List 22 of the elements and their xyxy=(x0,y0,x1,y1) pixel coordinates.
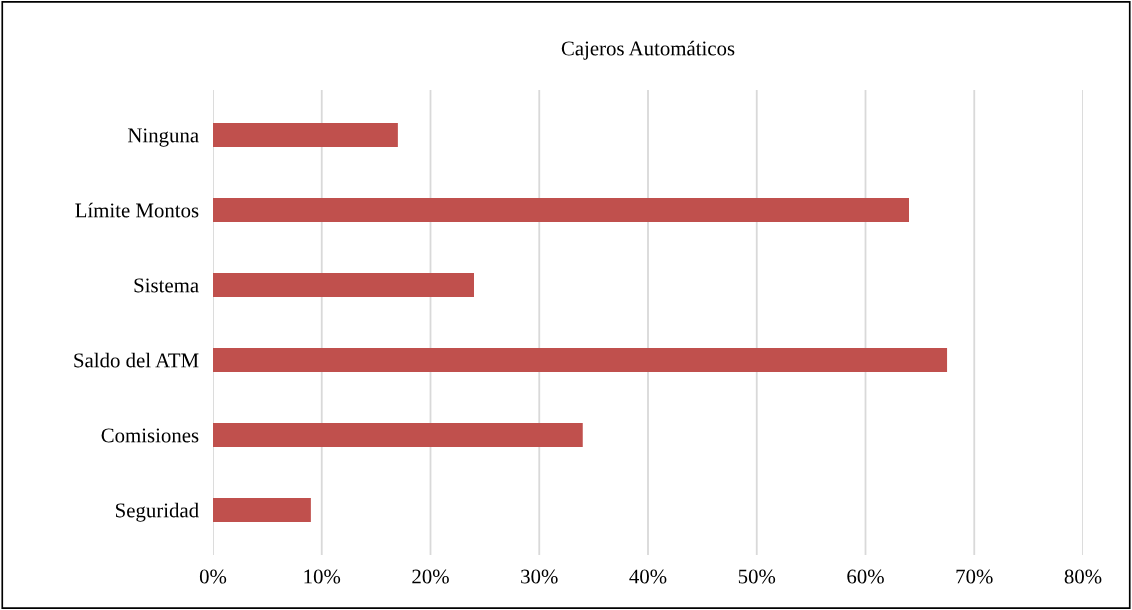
bar xyxy=(213,423,583,447)
x-tick-label: 70% xyxy=(956,569,993,584)
y-tick-label: Sistema xyxy=(134,278,199,293)
y-tick-label: Ninguna xyxy=(127,128,199,147)
y-tick-label: Seguridad xyxy=(116,502,199,522)
x-tick-label: 60% xyxy=(847,569,884,584)
x-tick-label: 50% xyxy=(738,569,776,584)
x-tick-label: 0% xyxy=(199,569,227,584)
y-tick-label: Saldo del ATM xyxy=(74,352,199,368)
y-tick-label: Límite Montos xyxy=(75,202,199,218)
x-tick-label: 20% xyxy=(412,569,449,584)
x-tick-label: 10% xyxy=(304,569,341,584)
x-tick-label: 80% xyxy=(1064,569,1102,584)
x-tick-label: 30% xyxy=(521,569,558,584)
chart-title: Cajeros Automáticos xyxy=(561,40,735,60)
bar xyxy=(213,123,398,147)
bar xyxy=(213,273,474,297)
bar xyxy=(213,498,311,522)
y-tick-label: Comisiones xyxy=(101,428,199,443)
bar xyxy=(213,348,948,372)
x-tick-label: 40% xyxy=(629,569,667,584)
bar xyxy=(213,198,909,222)
